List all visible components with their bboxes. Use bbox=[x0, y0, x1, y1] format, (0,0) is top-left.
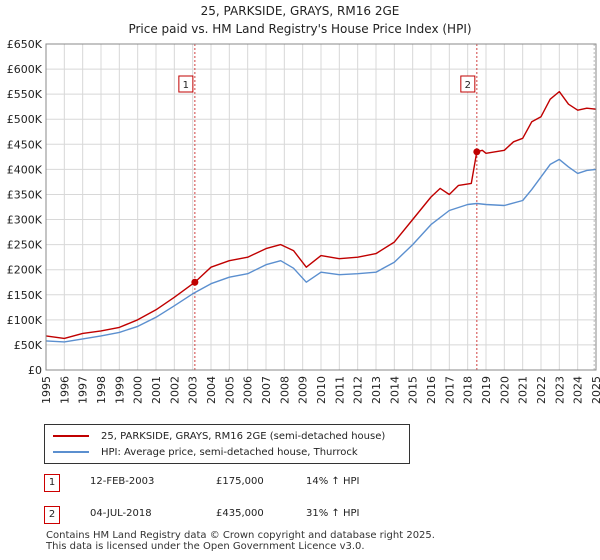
x-tick-label: 2004 bbox=[205, 376, 218, 404]
x-tick-label: 1996 bbox=[58, 376, 71, 404]
x-tick-label: 2003 bbox=[187, 376, 200, 404]
x-tick-label: 2008 bbox=[278, 376, 291, 404]
y-tick-label: £200K bbox=[7, 264, 43, 277]
chart-subtitle: Price paid vs. HM Land Registry's House … bbox=[128, 22, 472, 36]
sale-flag-label: 2 bbox=[465, 80, 471, 91]
x-tick-label: 2006 bbox=[242, 376, 255, 404]
legend-item-property: 25, PARKSIDE, GRAYS, RM16 2GE (semi-deta… bbox=[53, 429, 385, 443]
x-tick-label: 2013 bbox=[370, 376, 383, 404]
x-tick-label: 2002 bbox=[168, 376, 181, 404]
legend-label-property: 25, PARKSIDE, GRAYS, RM16 2GE (semi-deta… bbox=[101, 430, 386, 442]
sale-point bbox=[473, 148, 481, 156]
sale-flag-label: 1 bbox=[183, 80, 189, 91]
chart-title: 25, PARKSIDE, GRAYS, RM16 2GE bbox=[200, 4, 400, 18]
x-tick-label: 2005 bbox=[223, 376, 236, 404]
price-chart: £0 £50K £100K £150K £200K £250K £300K £350K £400… bbox=[7, 38, 600, 404]
sale-marker-2: 2 bbox=[44, 506, 60, 524]
y-tick-label: £650K bbox=[7, 38, 43, 51]
sale-date: 04-JUL-2018 bbox=[90, 508, 152, 519]
sale-row: 1 12-FEB-2003 £175,000 14% ↑ HPI bbox=[44, 474, 444, 494]
x-tick-label: 2024 bbox=[572, 376, 585, 404]
chart-legend: 25, PARKSIDE, GRAYS, RM16 2GE (semi-deta… bbox=[44, 424, 410, 464]
legend-label-hpi: HPI: Average price, semi-detached house,… bbox=[101, 446, 358, 458]
y-tick-label: £500K bbox=[7, 113, 43, 126]
x-tick-label: 2023 bbox=[553, 376, 566, 404]
footer-line-2: This data is licensed under the Open Gov… bbox=[46, 541, 365, 552]
y-tick-label: £450K bbox=[7, 138, 43, 151]
x-tick-label: 2011 bbox=[333, 376, 346, 404]
y-tick-label: £100K bbox=[7, 314, 43, 327]
x-tick-label: 2010 bbox=[315, 376, 328, 404]
y-tick-label: £0 bbox=[28, 364, 42, 377]
property-series-line bbox=[45, 90, 597, 340]
footer-line-1: Contains HM Land Registry data © Crown c… bbox=[46, 530, 435, 541]
y-tick-label: £400K bbox=[7, 163, 43, 176]
sale-price: £175,000 bbox=[216, 476, 264, 487]
x-tick-label: 1999 bbox=[113, 376, 126, 404]
y-tick-label: £150K bbox=[7, 289, 43, 302]
x-tick-label: 1995 bbox=[40, 376, 53, 404]
x-tick-label: 2022 bbox=[535, 376, 548, 404]
x-tick-label: 2000 bbox=[132, 376, 145, 404]
sale-date: 12-FEB-2003 bbox=[90, 476, 155, 487]
footer-attribution: Contains HM Land Registry data © Crown c… bbox=[46, 530, 435, 552]
y-tick-label: £550K bbox=[7, 88, 43, 101]
x-tick-label: 2007 bbox=[260, 376, 273, 404]
legend-swatch-property bbox=[53, 435, 89, 437]
y-tick-label: £50K bbox=[14, 339, 43, 352]
x-tick-label: 2021 bbox=[517, 376, 530, 404]
legend-swatch-hpi bbox=[53, 451, 89, 453]
x-tick-label: 2009 bbox=[297, 376, 310, 404]
plot-frame bbox=[45, 43, 597, 371]
sale-marker-1: 1 bbox=[44, 474, 60, 492]
sale-row: 2 04-JUL-2018 £435,000 31% ↑ HPI bbox=[44, 506, 444, 526]
y-tick-label: £350K bbox=[7, 188, 43, 201]
x-tick-label: 2019 bbox=[480, 376, 493, 404]
y-tick-label: £250K bbox=[7, 239, 43, 252]
sale-price: £435,000 bbox=[216, 508, 264, 519]
x-tick-label: 2025 bbox=[590, 376, 600, 404]
x-tick-label: 2015 bbox=[407, 376, 420, 404]
x-tick-label: 2018 bbox=[462, 376, 475, 404]
sale-point bbox=[191, 278, 199, 286]
x-tick-label: 1997 bbox=[77, 376, 90, 404]
legend-item-hpi: HPI: Average price, semi-detached house,… bbox=[53, 445, 358, 459]
x-tick-label: 1998 bbox=[95, 376, 108, 404]
sale-flag-box bbox=[178, 75, 194, 93]
x-tick-label: 2012 bbox=[352, 376, 365, 404]
sale-hpi-change: 14% ↑ HPI bbox=[306, 476, 360, 487]
x-tick-label: 2001 bbox=[150, 376, 163, 404]
y-tick-label: £600K bbox=[7, 63, 43, 76]
sale-hpi-change: 31% ↑ HPI bbox=[306, 508, 360, 519]
hpi-series-line bbox=[45, 158, 597, 343]
x-tick-label: 2014 bbox=[388, 376, 401, 404]
x-tick-label: 2020 bbox=[498, 376, 511, 404]
x-tick-label: 2016 bbox=[425, 376, 438, 404]
sale-flag-box bbox=[460, 75, 476, 93]
y-tick-label: £300K bbox=[7, 214, 43, 227]
x-tick-label: 2017 bbox=[443, 376, 456, 404]
